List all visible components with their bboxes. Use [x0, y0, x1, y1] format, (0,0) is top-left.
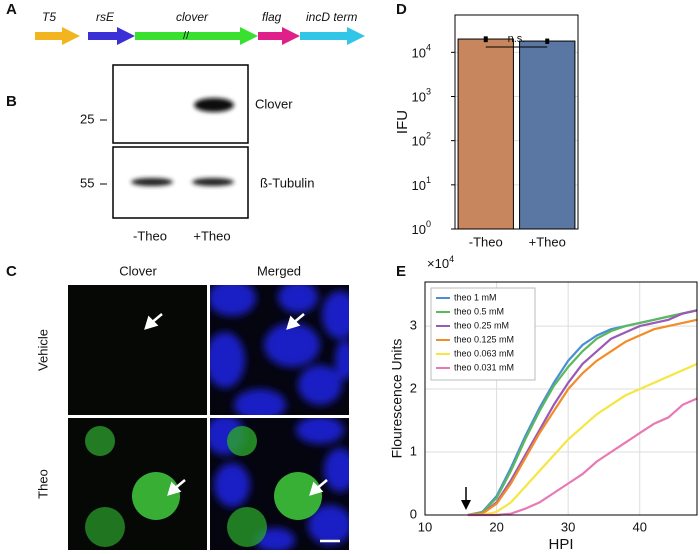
y-tick-label: 101	[412, 175, 431, 193]
nuclei	[210, 285, 349, 415]
series-line	[467, 397, 698, 517]
lane-label: +Theo	[193, 228, 230, 243]
legend-label: theo 0.25 mM	[454, 320, 509, 330]
construct: // T5 rsE clover flag incD term	[35, 10, 365, 45]
line-chart: 10 20 30 40 0 1 2 3 theo 1 mM theo 0.5 mM theo 0.2…	[389, 254, 698, 553]
series-line	[467, 309, 698, 517]
legend-label: theo 0.031 mM	[454, 362, 514, 372]
x-tick-label: -Theo	[469, 234, 503, 249]
y-axis-label: IFU	[394, 110, 411, 134]
green-nuclei	[85, 426, 180, 547]
row-label: Theo	[35, 469, 50, 499]
y-tick-label: 102	[412, 131, 431, 149]
axis-multiplier: ×104	[427, 254, 454, 271]
chart-body: 10 20 30 40 0 1 2 3 theo 1 mM theo 0.5 mM theo 0.2…	[389, 254, 698, 553]
tick-power: 4	[426, 43, 431, 53]
tick-base: 10	[412, 90, 426, 105]
x-tick-label: 10	[418, 519, 432, 534]
legend-label: theo 1 mM	[454, 292, 497, 302]
gene-arrow	[258, 27, 300, 45]
gene-arrow	[88, 27, 135, 45]
western-blot: 25 55 Clover ß-Tubulin -Theo +Theo	[80, 64, 314, 243]
y-tick-label: 3	[410, 318, 417, 333]
tick-base: 10	[412, 222, 426, 237]
image-tile	[68, 285, 207, 415]
green-nuclei	[227, 426, 322, 547]
microscopy: Clover Merged Vehicle Theo	[35, 263, 349, 550]
legend-label: theo 0.125 mM	[454, 334, 514, 344]
gene-label: incD term	[306, 10, 357, 24]
y-tick-label: 2	[410, 380, 417, 395]
series-line	[467, 318, 698, 517]
blot-band	[194, 98, 234, 112]
x-axis-label: HPI	[548, 536, 573, 553]
column-label: Merged	[257, 263, 301, 278]
legend-label: theo 0.063 mM	[454, 348, 514, 358]
band-label: ß-Tubulin	[260, 175, 314, 190]
band-label: Clover	[255, 96, 293, 111]
plot-frame	[454, 14, 579, 230]
y-axis-label: Flourescence Units	[389, 339, 405, 459]
column-label: Clover	[119, 263, 157, 278]
gene-label: clover	[176, 10, 209, 24]
tick-base: 10	[412, 134, 426, 149]
series-line	[467, 309, 698, 517]
gene-label: T5	[42, 10, 56, 24]
panel-label: B	[6, 93, 17, 110]
tick-base: 10	[412, 178, 426, 193]
multiplier-base: ×10	[427, 256, 449, 271]
nuclei	[210, 418, 349, 550]
y-tick-label: 103	[412, 87, 431, 105]
panel-label: C	[6, 263, 17, 280]
y-tick-label: 104	[412, 43, 431, 61]
series-line	[467, 362, 698, 517]
gene-arrow	[300, 27, 365, 45]
lane-label: -Theo	[133, 228, 167, 243]
panel-label: A	[6, 1, 17, 18]
annotation-arrow	[461, 500, 471, 510]
legend: theo 1 mM theo 0.5 mM theo 0.25 mM theo 0.1…	[430, 287, 536, 381]
blot-band	[131, 178, 173, 186]
arrows	[144, 313, 340, 543]
tick-power: 3	[426, 87, 431, 97]
x-tick-label: 20	[489, 519, 503, 534]
y-tick-label: 1	[410, 443, 417, 458]
break-mark: //	[183, 30, 190, 42]
blot-band	[192, 178, 234, 186]
gene-arrow	[135, 27, 258, 45]
x-tick-label: 30	[561, 519, 575, 534]
y-tick-label: 100	[412, 219, 431, 237]
legend-label: theo 0.5 mM	[454, 306, 504, 316]
y-tick-label: 0	[410, 506, 417, 521]
tick-power: 1	[426, 175, 431, 185]
panel-label: D	[396, 1, 407, 18]
marker-label: 25	[80, 111, 94, 126]
gene-label: flag	[262, 10, 282, 24]
gene-label: rsE	[96, 10, 115, 24]
tick-power: 0	[426, 219, 431, 229]
row-label: Vehicle	[35, 329, 50, 371]
marker-label: 55	[80, 175, 94, 190]
annotation: n.s.	[508, 33, 526, 45]
x-tick-label: 40	[633, 519, 647, 534]
tick-base: 10	[412, 46, 426, 61]
x-tick-label: +Theo	[529, 234, 566, 249]
panel-label: E	[396, 263, 406, 280]
bar	[457, 38, 514, 230]
multiplier-power: 4	[449, 254, 454, 264]
gene-arrow	[35, 27, 80, 45]
plot-frame	[424, 281, 698, 516]
tick-power: 2	[426, 131, 431, 141]
legend-box	[430, 287, 536, 381]
bar	[519, 40, 576, 230]
